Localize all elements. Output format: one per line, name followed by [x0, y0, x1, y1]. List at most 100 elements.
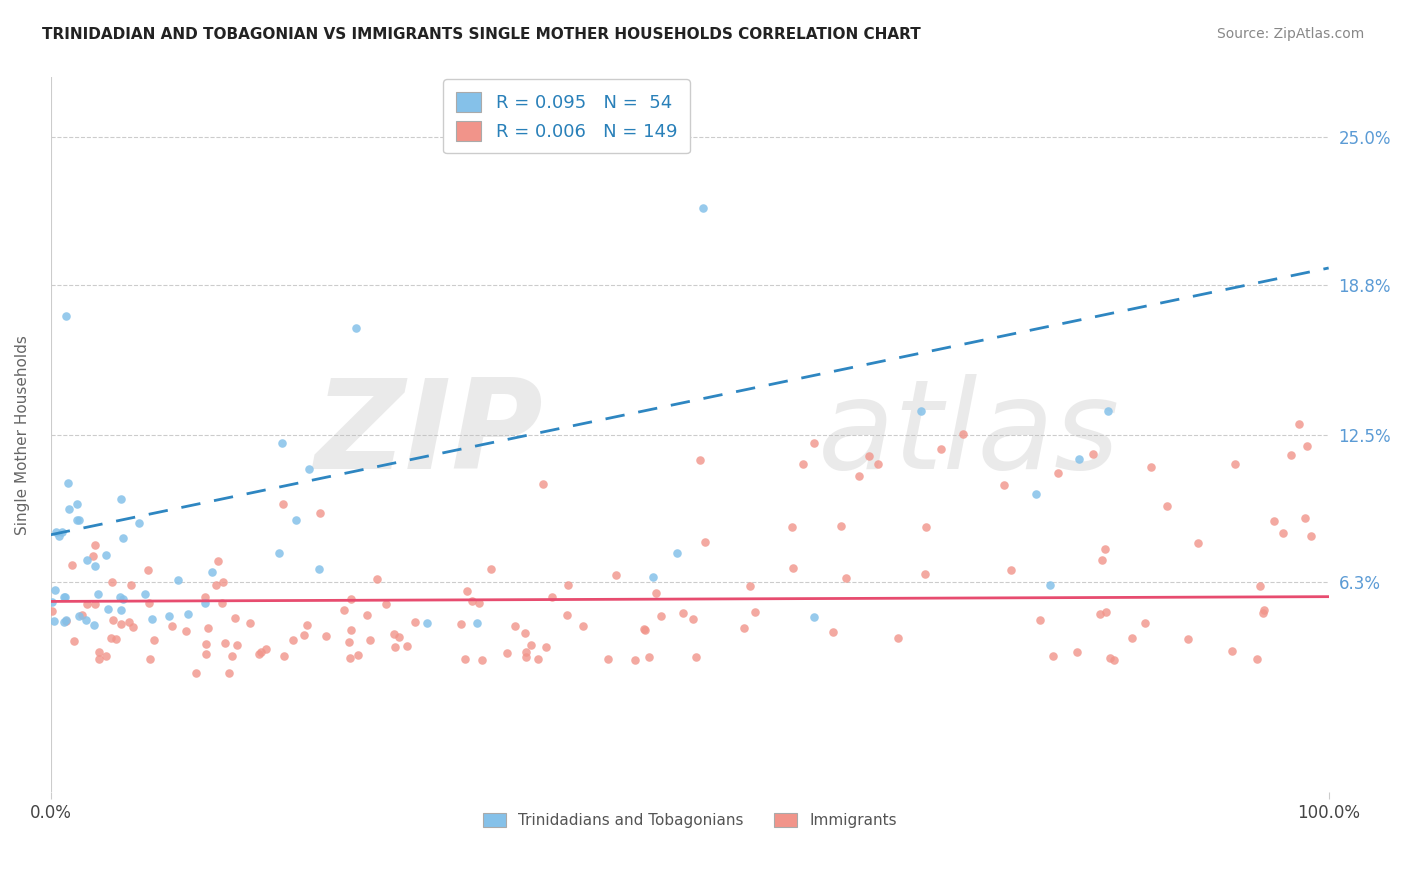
Point — [108, 590, 131, 604]
Point — [136, 563, 159, 577]
Point — [515, 626, 537, 640]
Point — [84, 559, 107, 574]
Point — [337, 635, 360, 649]
Point — [226, 638, 249, 652]
Point — [104, 632, 127, 646]
Point — [821, 624, 844, 639]
Point — [194, 637, 217, 651]
Point — [624, 653, 647, 667]
Point — [531, 476, 554, 491]
Point — [41, 604, 63, 618]
Point — [75, 613, 97, 627]
Point — [1220, 643, 1243, 657]
Point — [270, 436, 292, 450]
Point — [1249, 579, 1271, 593]
Point — [315, 629, 337, 643]
Point — [1301, 529, 1323, 543]
Point — [174, 624, 197, 639]
Point — [200, 566, 222, 580]
Point — [121, 620, 143, 634]
Point — [1253, 603, 1275, 617]
Point — [634, 624, 657, 638]
Point — [1156, 499, 1178, 513]
Point — [1294, 511, 1316, 525]
Point — [952, 427, 974, 442]
Point — [914, 566, 936, 581]
Point — [194, 596, 217, 610]
Point — [120, 578, 142, 592]
Point — [52, 590, 75, 604]
Point — [738, 579, 761, 593]
Point — [308, 562, 330, 576]
Point — [388, 630, 411, 644]
Point — [118, 615, 141, 630]
Point — [45, 524, 67, 539]
Point — [526, 651, 548, 665]
Point — [803, 610, 825, 624]
Point — [666, 546, 689, 560]
Point — [858, 449, 880, 463]
Point — [55, 309, 77, 323]
Point — [344, 320, 367, 334]
Point — [1095, 605, 1118, 619]
Point — [194, 590, 217, 604]
Point — [96, 549, 118, 563]
Point — [1097, 404, 1119, 418]
Point — [55, 613, 77, 627]
Point — [695, 535, 717, 549]
Point — [685, 650, 707, 665]
Point — [60, 558, 83, 572]
Point — [803, 436, 825, 450]
Point — [1288, 417, 1310, 432]
Point — [1088, 607, 1111, 621]
Point — [194, 647, 217, 661]
Point — [96, 649, 118, 664]
Point — [87, 645, 110, 659]
Point — [62, 634, 84, 648]
Point — [672, 606, 695, 620]
Point — [384, 640, 406, 655]
Point — [1177, 632, 1199, 646]
Point — [1000, 563, 1022, 577]
Point — [515, 645, 537, 659]
Point — [247, 648, 270, 662]
Point — [224, 611, 246, 625]
Point — [782, 561, 804, 575]
Point — [197, 621, 219, 635]
Point — [366, 572, 388, 586]
Point — [557, 578, 579, 592]
Point — [682, 612, 704, 626]
Point — [134, 587, 156, 601]
Point — [292, 628, 315, 642]
Point — [886, 631, 908, 645]
Point — [479, 562, 502, 576]
Point — [221, 649, 243, 664]
Legend: Trinidadians and Tobagonians, Immigrants: Trinidadians and Tobagonians, Immigrants — [477, 806, 903, 834]
Point — [111, 591, 134, 606]
Point — [166, 573, 188, 587]
Point — [83, 597, 105, 611]
Point — [1102, 653, 1125, 667]
Point — [273, 648, 295, 663]
Point — [733, 621, 755, 635]
Point — [540, 590, 562, 604]
Point — [347, 648, 370, 662]
Point — [110, 616, 132, 631]
Point — [339, 651, 361, 665]
Point — [55, 614, 77, 628]
Point — [1066, 645, 1088, 659]
Point — [207, 554, 229, 568]
Point — [87, 652, 110, 666]
Point — [56, 476, 79, 491]
Point — [1223, 458, 1246, 472]
Point — [1098, 650, 1121, 665]
Point — [495, 646, 517, 660]
Point — [339, 592, 361, 607]
Point — [555, 608, 578, 623]
Point — [101, 613, 124, 627]
Point — [910, 404, 932, 418]
Point — [309, 507, 332, 521]
Point — [834, 571, 856, 585]
Point — [214, 636, 236, 650]
Point — [1029, 613, 1052, 627]
